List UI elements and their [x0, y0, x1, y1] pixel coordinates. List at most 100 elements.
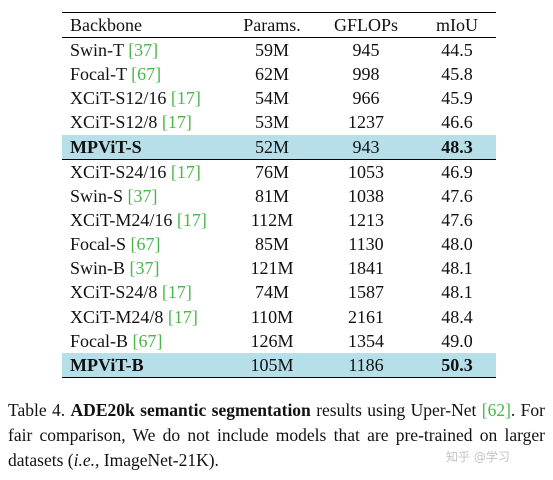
- table-row: Swin-T [37] 59M 945 44.5: [62, 38, 496, 63]
- cell-miou: 45.8: [441, 64, 473, 85]
- cell-gflops: 1354: [348, 330, 384, 351]
- table-row: XCiT-S24/16 [17] 76M 1053 46.9: [62, 159, 496, 184]
- cell-gflops: 945: [352, 40, 380, 60]
- citation-ref[interactable]: [67]: [132, 330, 163, 351]
- cell-miou: 48.1: [441, 282, 473, 303]
- cell-backbone: MPViT-S: [62, 135, 230, 160]
- cell-miou: 48.4: [441, 306, 473, 327]
- cell-backbone: Focal-S [67]: [62, 232, 230, 256]
- results-table: Backbone Params. GFLOPs mIoU Swin-T [37]…: [62, 12, 496, 378]
- table-row: Focal-B [67] 126M 1354 49.0: [62, 329, 496, 353]
- cell-miou: 48.0: [441, 234, 473, 255]
- cell-gflops: 1587: [348, 282, 384, 303]
- cell-gflops: 1038: [348, 185, 384, 206]
- cell-params: 81M: [254, 185, 289, 206]
- cell-miou: 48.3: [441, 136, 473, 157]
- citation-ref[interactable]: [17]: [161, 282, 192, 303]
- cell-miou: 47.6: [441, 209, 473, 230]
- cell-backbone: Swin-B [37]: [62, 256, 230, 280]
- cell-backbone: Swin-S [37]: [62, 184, 230, 208]
- cell-backbone: XCiT-S12/8 [17]: [62, 110, 230, 134]
- citation-ref[interactable]: [17]: [161, 112, 192, 133]
- cell-backbone: Focal-T [67]: [62, 62, 230, 86]
- backbone-name: Focal-T: [70, 64, 132, 85]
- table-header-row: Backbone Params. GFLOPs mIoU: [62, 12, 496, 38]
- cell-miou: 45.9: [441, 88, 473, 109]
- cell-backbone: XCiT-S12/16 [17]: [62, 86, 230, 110]
- header-backbone: Backbone: [70, 15, 142, 35]
- table-row: Focal-S [67] 85M 1130 48.0: [62, 232, 496, 256]
- cell-miou: 49.0: [441, 330, 473, 351]
- citation-ref[interactable]: [67]: [131, 64, 162, 85]
- cell-params: 52M: [254, 136, 289, 157]
- citation-ref[interactable]: [17]: [170, 161, 201, 182]
- citation-ref[interactable]: [67]: [130, 234, 161, 255]
- citation-ref[interactable]: [37]: [127, 185, 158, 206]
- backbone-name: Swin-T: [70, 40, 129, 60]
- cell-params: 85M: [254, 234, 289, 255]
- cell-miou: 48.1: [441, 258, 473, 279]
- caption-text-3: ImageNet-21K).: [99, 450, 219, 470]
- backbone-name: XCiT-S24/16: [70, 161, 171, 182]
- caption-ref[interactable]: [62]: [481, 400, 511, 420]
- cell-backbone: XCiT-S24/8 [17]: [62, 280, 230, 304]
- cell-params: 121M: [250, 258, 294, 279]
- backbone-name: Swin-S: [70, 185, 128, 206]
- cell-backbone: XCiT-M24/8 [17]: [62, 305, 230, 329]
- backbone-name: XCiT-M24/16: [70, 209, 177, 230]
- table-row: MPViT-B 105M 1186 50.3: [62, 352, 496, 378]
- table-row: XCiT-S12/8 [17] 53M 1237 46.6: [62, 110, 496, 134]
- cell-gflops: 943: [352, 136, 380, 157]
- cell-backbone: MPViT-B: [62, 353, 230, 378]
- table-row: Swin-S [37] 81M 1038 47.6: [62, 184, 496, 208]
- cell-backbone: Focal-B [67]: [62, 329, 230, 353]
- backbone-name: MPViT-B: [70, 354, 144, 375]
- cell-backbone: XCiT-M24/16 [17]: [62, 208, 230, 232]
- citation-ref[interactable]: [17]: [167, 306, 198, 327]
- caption-text-2: . For fair comparison, We do not include…: [8, 400, 545, 470]
- table-row: Focal-T [67] 62M 998 45.8: [62, 62, 496, 86]
- citation-ref[interactable]: [37]: [129, 258, 160, 279]
- table-row: XCiT-S12/16 [17] 54M 966 45.9: [62, 86, 496, 110]
- cell-params: 112M: [250, 209, 294, 230]
- cell-gflops: 1237: [348, 112, 384, 133]
- caption-label: Table 4.: [8, 400, 71, 420]
- cell-gflops: 1213: [348, 209, 384, 230]
- backbone-name: Focal-S: [70, 234, 131, 255]
- cell-miou: 47.6: [441, 185, 473, 206]
- table-caption: Table 4. ADE20k semantic segmentation re…: [8, 398, 545, 473]
- cell-gflops: 2161: [348, 306, 384, 327]
- cell-params: 62M: [254, 64, 289, 85]
- cell-miou: 46.6: [441, 112, 473, 133]
- cell-gflops: 1186: [348, 354, 384, 375]
- cell-params: 59M: [254, 40, 289, 60]
- cell-params: 54M: [254, 88, 289, 109]
- cell-gflops: 998: [352, 64, 380, 85]
- header-miou: mIoU: [436, 15, 478, 35]
- backbone-name: XCiT-M24/8: [70, 306, 168, 327]
- cell-params: 53M: [254, 112, 289, 133]
- citation-ref[interactable]: [17]: [170, 88, 201, 109]
- citation-ref[interactable]: [17]: [176, 209, 207, 230]
- results-table-container: Backbone Params. GFLOPs mIoU Swin-T [37]…: [62, 12, 496, 378]
- caption-italic: i.e.,: [73, 450, 100, 470]
- cell-backbone: XCiT-S24/16 [17]: [62, 159, 230, 184]
- table-row: MPViT-S 52M 943 48.3: [62, 134, 496, 160]
- citation-ref[interactable]: [37]: [128, 40, 159, 60]
- cell-miou: 50.3: [441, 354, 473, 375]
- backbone-name: XCiT-S24/8: [70, 282, 162, 303]
- header-params: Params.: [243, 15, 301, 35]
- backbone-name: Focal-B: [70, 330, 133, 351]
- cell-backbone: Swin-T [37]: [62, 38, 230, 63]
- table-row: XCiT-M24/16 [17] 112M 1213 47.6: [62, 208, 496, 232]
- cell-gflops: 1053: [348, 161, 384, 182]
- cell-params: 126M: [250, 330, 294, 351]
- cell-params: 76M: [254, 161, 289, 182]
- cell-params: 105M: [250, 354, 294, 375]
- cell-params: 110M: [250, 306, 294, 327]
- cell-gflops: 966: [352, 88, 380, 109]
- cell-gflops: 1841: [348, 258, 384, 279]
- cell-gflops: 1130: [348, 234, 384, 255]
- cell-params: 74M: [254, 282, 289, 303]
- backbone-name: XCiT-S12/16: [70, 88, 171, 109]
